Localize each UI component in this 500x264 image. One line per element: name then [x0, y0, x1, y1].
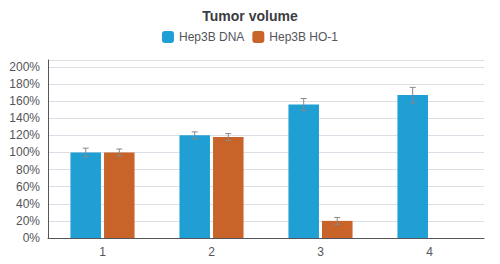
svg-text:80%: 80% [16, 163, 40, 177]
svg-text:160%: 160% [9, 94, 40, 108]
svg-text:2: 2 [208, 245, 215, 259]
svg-text:100%: 100% [9, 145, 40, 159]
svg-text:0%: 0% [23, 231, 41, 245]
svg-text:200%: 200% [9, 60, 40, 74]
svg-text:140%: 140% [9, 111, 40, 125]
svg-text:Hep3B HO-1: Hep3B HO-1 [269, 30, 338, 44]
svg-text:1: 1 [99, 245, 106, 259]
svg-text:4: 4 [426, 245, 433, 259]
svg-text:120%: 120% [9, 128, 40, 142]
svg-text:40%: 40% [16, 197, 40, 211]
svg-text:Tumor volume: Tumor volume [202, 8, 298, 24]
svg-text:20%: 20% [16, 214, 40, 228]
svg-text:3: 3 [317, 245, 324, 259]
svg-text:Hep3B DNA: Hep3B DNA [179, 30, 244, 44]
svg-text:60%: 60% [16, 180, 40, 194]
svg-text:180%: 180% [9, 77, 40, 91]
